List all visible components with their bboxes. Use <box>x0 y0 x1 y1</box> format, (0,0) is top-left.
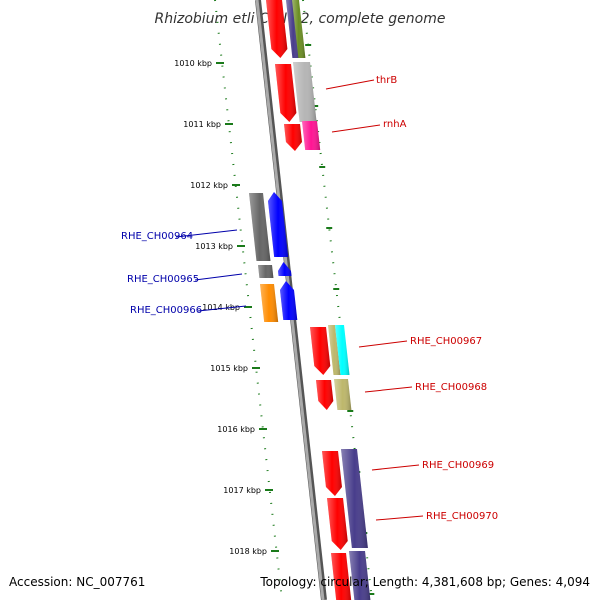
gene-label-thrB[interactable]: thrB <box>376 75 397 86</box>
scale-tick-label: 1010 kbp <box>174 59 212 68</box>
gene-label-RHE_CH00967[interactable]: RHE_CH00967 <box>410 336 482 347</box>
gene-red-bottom[interactable] <box>331 553 352 600</box>
gene-RHE_CH00967-arrow[interactable] <box>310 327 331 375</box>
scale-tick-label: 1017 kbp <box>223 486 261 495</box>
gene-RHE_CH00968-arrow[interactable] <box>316 380 334 410</box>
gene-RHE_CH00965-gray[interactable] <box>258 265 274 278</box>
gene-RHE_CH00967-cyan[interactable] <box>335 325 350 375</box>
gene-rnhA-arrow[interactable] <box>284 124 302 151</box>
gene-purple-bottom[interactable] <box>349 551 371 600</box>
gene-thrB-arrow[interactable] <box>275 64 297 122</box>
scale-tick-label: 1015 kbp <box>210 364 248 373</box>
forward-gene-labels: thrB rnhA RHE_CH00967 RHE_CH00968 RHE_CH… <box>325 75 498 522</box>
scale-tick-label: 1011 kbp <box>183 120 221 129</box>
scale-tick-label: 1012 kbp <box>190 181 228 190</box>
gene-RHE_CH00966-arrow[interactable] <box>279 281 298 320</box>
gene-RHE_CH00969-arrow[interactable] <box>322 451 342 496</box>
reverse-gene-labels: RHE_CH00964 RHE_CH00965 RHE_CH00966 <box>121 229 247 316</box>
accession-text: Accession: NC_007761 <box>9 575 145 589</box>
gene-RHE_CH00969-purple[interactable] <box>341 449 368 548</box>
scale-tick-label: 1013 kbp <box>195 242 233 251</box>
scale-tick-label: 1016 kbp <box>217 425 255 434</box>
gene-label-RHE_CH00970[interactable]: RHE_CH00970 <box>426 511 498 522</box>
gene-RHE_CH00970-arrow[interactable] <box>327 498 348 550</box>
gene-thrB-block[interactable] <box>293 62 317 122</box>
gene-features <box>249 0 371 600</box>
gene-label-RHE_CH00966[interactable]: RHE_CH00966 <box>130 305 202 316</box>
gene-green-top[interactable] <box>292 0 306 58</box>
gene-red-top[interactable] <box>266 0 288 58</box>
gene-RHE_CH00967-olive[interactable] <box>328 325 341 375</box>
gene-RHE_CH00968-olive[interactable] <box>334 379 352 410</box>
gene-RHE_CH00964-arrow[interactable] <box>267 192 289 257</box>
gene-label-RHE_CH00964[interactable]: RHE_CH00964 <box>121 231 193 242</box>
gene-label-RHE_CH00969[interactable]: RHE_CH00969 <box>422 460 494 471</box>
scale-tick-label: 1018 kbp <box>229 547 267 556</box>
gene-RHE_CH00964-gray[interactable] <box>249 193 271 261</box>
scale-tick-label: 1014 kbp <box>202 303 240 312</box>
gene-label-rnhA[interactable]: rnhA <box>383 119 407 130</box>
gene-label-RHE_CH00968[interactable]: RHE_CH00968 <box>415 382 487 393</box>
gene-rnhA-block[interactable] <box>302 121 321 150</box>
genome-summary-text: Topology: circular; Length: 4,381,608 bp… <box>259 575 590 589</box>
gene-label-RHE_CH00965[interactable]: RHE_CH00965 <box>127 274 199 285</box>
gene-RHE_CH00966-orange[interactable] <box>260 284 279 322</box>
gene-RHE_CH00965-arrow[interactable] <box>277 262 292 276</box>
